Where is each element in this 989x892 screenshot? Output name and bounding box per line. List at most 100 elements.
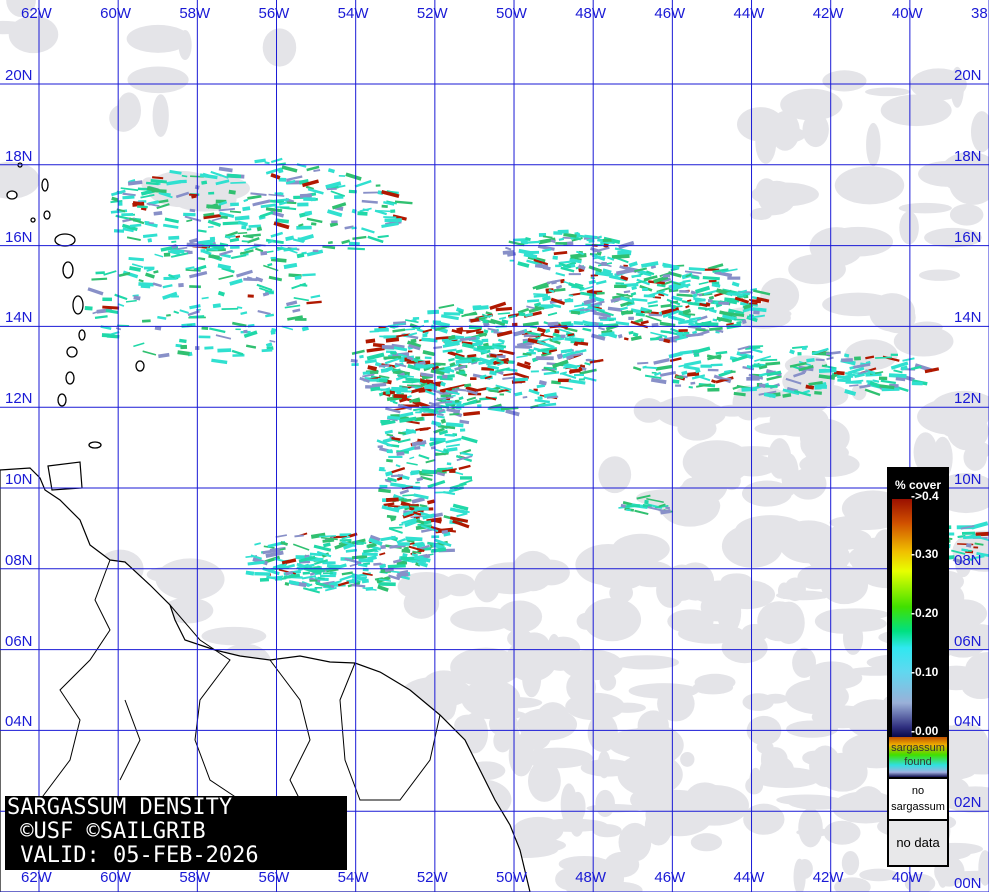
sargassum-patch [203,214,221,220]
sargassum-patch [157,315,167,320]
sargassum-patch [437,424,456,430]
sargassum-patch [554,287,566,292]
sargassum-patch [971,555,985,560]
sargassum-patch [487,327,498,332]
sargassum-patch [162,284,173,289]
legend-label: found [904,756,932,768]
sargassum-patch [403,504,419,506]
sargassum-patch [548,288,555,293]
sargassum-patch [707,263,724,271]
sargassum-patch [145,181,159,186]
island [78,329,86,341]
sargassum-patch [460,330,475,332]
sargassum-patch [378,488,391,494]
sargassum-patch [345,548,358,553]
sargassum-patch [707,387,720,392]
sargassum-patch [495,306,513,312]
sargassum-patch [430,369,445,376]
sargassum-patch [146,202,160,207]
sargassum-patch [230,202,239,207]
sargassum-patch [411,440,427,447]
sargassum-patch [127,180,143,186]
sargassum-patch [414,416,424,422]
grid-label: 44W [733,5,765,22]
sargassum-patch [404,518,421,528]
no-data-area [527,760,561,802]
no-data-area [152,94,169,138]
sargassum-patch [497,312,511,315]
island [6,190,18,200]
sargassum-patch [718,377,732,380]
no-data-area [749,209,772,220]
sargassum-patch [582,327,592,332]
no-data-area [962,741,983,769]
no-data-area [403,587,440,619]
sargassum-patch [279,206,297,211]
color-legend: % cover ->0.4 -0.30 -0.20 -0.10 -0.00 sa… [887,467,949,867]
sargassum-patch [363,191,381,194]
no-data-area [127,66,189,94]
sargassum-patch [339,538,352,542]
sargassum-patch [645,315,662,322]
sargassum-patch [961,531,976,535]
sargassum-patch [626,504,640,508]
sargassum-patch [431,420,442,427]
no-data-area [599,673,617,691]
sargassum-patch [766,370,782,377]
sargassum-patch [424,389,436,396]
sargassum-patch [421,412,437,417]
island [88,441,102,449]
sargassum-patch [653,357,670,365]
sargassum-patch [362,572,373,577]
sargassum-patch [713,300,719,305]
sargassum-patch [440,418,447,424]
sargassum-patch [461,341,473,345]
sargassum-patch [170,249,185,254]
sargassum-patch [226,235,236,239]
sargassum-patch [408,343,421,351]
no-data-area [924,227,982,248]
sargassum-patch [408,332,418,337]
sargassum-patch [306,217,323,224]
sargassum-patch [461,435,478,444]
no-data-area [126,24,190,53]
sargassum-patch [543,392,557,399]
sargassum-patch [880,379,896,385]
sargassum-patch [872,379,880,383]
sargassum-patch [380,545,386,550]
sargassum-patch [971,521,989,530]
no-data-area [609,582,633,604]
sargassum-patch [338,175,346,177]
sargassum-patch [189,315,205,319]
sargassum-patch [122,192,136,197]
sargassum-patch [455,349,463,354]
sargassum-patch [237,220,249,227]
sargassum-patch [578,378,585,381]
sargassum-patch [257,310,271,316]
sargassum-patch [789,361,807,368]
sargassum-patch [568,282,585,291]
no-data-area [944,870,989,881]
sargassum-patch [611,254,630,260]
sargassum-patch [900,365,908,371]
sargassum-patch [419,473,433,477]
sargassum-patch [782,393,792,398]
sargassum-patch [401,517,417,525]
sargassum-patch [452,519,470,529]
sargassum-patch [460,451,474,457]
sargassum-patch [558,262,572,269]
sargassum-patch [464,383,472,388]
no-data-area [865,87,911,97]
sargassum-patch [245,570,255,576]
sargassum-patch [712,268,729,273]
sargassum-patch [637,361,649,365]
no-data-area [720,573,753,589]
sargassum-patch [808,381,823,386]
sargassum-patch [536,339,555,349]
sargassum-patch [121,212,134,217]
sargassum-patch [379,484,388,489]
island [41,178,49,192]
sargassum-patch [405,377,421,383]
sargassum-patch [748,306,767,313]
